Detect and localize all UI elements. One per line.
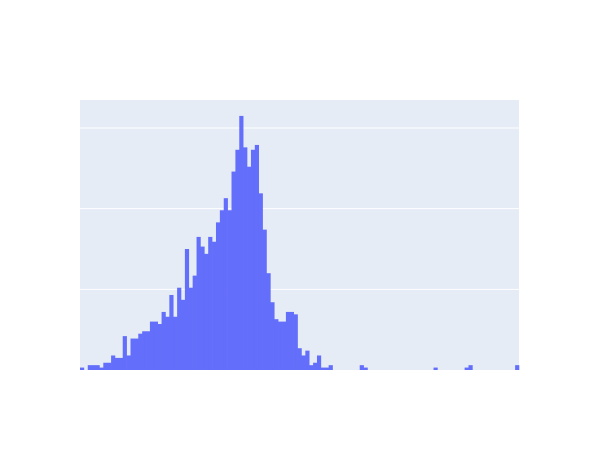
bars-group (80, 115, 520, 371)
histogram-bar (146, 331, 151, 370)
histogram-bar (196, 236, 201, 370)
histogram-bar (173, 316, 178, 370)
histogram-bar (161, 311, 166, 370)
histogram-bar (126, 355, 131, 370)
histogram-bar (184, 249, 190, 370)
histogram-bar (130, 338, 135, 370)
histogram-bar (250, 149, 256, 370)
histogram-bar (111, 355, 116, 370)
histogram-bar (95, 365, 100, 370)
histogram-bar (227, 210, 232, 370)
histogram-bar (212, 241, 217, 370)
histogram-bar (188, 287, 193, 370)
histogram-bar (278, 321, 283, 370)
histogram-bar (208, 236, 213, 370)
histogram-bar (305, 350, 310, 370)
histogram-bar (153, 321, 158, 370)
histogram-bar (282, 321, 287, 370)
histogram-bar (324, 367, 329, 370)
histogram-bar (122, 336, 127, 370)
histogram-bar (142, 331, 147, 370)
histogram-bar (99, 367, 104, 370)
histogram-bar (515, 365, 520, 370)
histogram-bar (262, 229, 267, 370)
histogram-bar (243, 147, 248, 370)
histogram-bar (468, 365, 473, 370)
histogram-bar (103, 362, 108, 370)
histogram-bar (204, 253, 209, 370)
histogram-bar (134, 338, 139, 370)
histogram-bar (258, 193, 263, 370)
histogram-bar (274, 319, 279, 370)
gridlines (80, 127, 519, 290)
histogram-bar (114, 357, 120, 370)
histogram-bar (223, 198, 228, 370)
histogram-bar (464, 367, 469, 370)
histogram-bar (266, 273, 271, 370)
histogram-bar (169, 294, 174, 370)
histogram-bar (247, 166, 252, 370)
histogram-bar (215, 222, 221, 370)
histogram-bar (177, 287, 182, 370)
histogram-bar (165, 316, 170, 370)
histogram-bar (91, 365, 96, 370)
histogram-bar (309, 365, 314, 370)
histogram-bar (157, 324, 162, 370)
histogram-bar (313, 362, 318, 370)
plot-background (80, 100, 519, 370)
histogram-bar (359, 365, 364, 370)
histogram-bar (181, 299, 186, 370)
histogram-bar (149, 321, 155, 370)
histogram-bar (328, 365, 333, 370)
histogram-bar (235, 149, 240, 370)
histogram-bar (293, 314, 298, 370)
histogram-bar (107, 362, 112, 370)
histogram-bar (433, 367, 438, 370)
histogram-bar (363, 367, 368, 370)
histogram-bar (270, 302, 275, 370)
histogram-bar (219, 210, 225, 370)
histogram-bar (289, 311, 294, 370)
histogram-bar (239, 115, 244, 371)
histogram-bar (301, 355, 306, 370)
histogram-bar (285, 311, 291, 370)
histogram-bar (320, 367, 326, 370)
histogram-bar (297, 348, 302, 370)
histogram-bar (254, 144, 259, 370)
histogram-bar (138, 333, 143, 370)
histogram-bar (87, 365, 92, 370)
histogram-bar (80, 367, 85, 370)
histogram-bar (200, 246, 205, 370)
histogram-bar (118, 357, 124, 370)
histogram-bar (192, 275, 197, 370)
histogram-bar (316, 355, 322, 370)
histogram-bar (231, 171, 236, 370)
